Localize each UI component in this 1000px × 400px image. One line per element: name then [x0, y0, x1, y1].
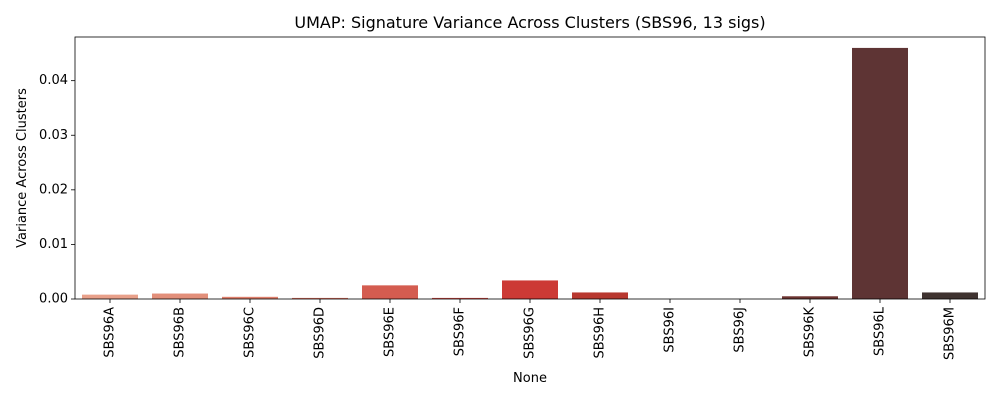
- x-tick-label: SBS96J: [733, 307, 748, 353]
- bar-sbs96e: [362, 285, 418, 299]
- bar-sbs96l: [852, 47, 908, 299]
- chart-title: UMAP: Signature Variance Across Clusters…: [294, 13, 765, 32]
- bars-group: [82, 47, 978, 299]
- bar-sbs96d: [292, 297, 348, 299]
- y-axis: 0.00 0.01 0.02 0.03 0.04: [39, 73, 75, 307]
- bar-sbs96c: [222, 296, 278, 299]
- y-tick-label: 0.02: [39, 182, 68, 197]
- x-tick-label: SBS96B: [173, 307, 188, 358]
- x-tick-label: SBS96D: [313, 307, 328, 359]
- bar-sbs96h: [572, 292, 628, 299]
- bar-sbs96a: [82, 294, 138, 299]
- y-tick-label: 0.01: [39, 237, 68, 252]
- x-tick-label: SBS96H: [593, 307, 608, 359]
- x-tick-label: SBS96C: [243, 307, 258, 358]
- bar-sbs96k: [782, 296, 838, 299]
- x-tick-label: SBS96I: [663, 307, 678, 353]
- bar-sbs96m: [922, 292, 978, 299]
- bar-sbs96g: [502, 280, 558, 299]
- y-tick-label: 0.04: [39, 73, 68, 88]
- x-axis-label: None: [513, 371, 547, 386]
- x-tick-label: SBS96K: [803, 307, 818, 358]
- bar-sbs96f: [432, 297, 488, 299]
- x-tick-label: SBS96A: [103, 307, 118, 358]
- plot-frame: [74, 36, 986, 300]
- y-tick-label: 0.03: [39, 128, 68, 143]
- y-tick-label: 0.00: [39, 292, 68, 307]
- x-axis: SBS96A SBS96B SBS96C SBS96D SBS96E SBS96F SBS9…: [103, 299, 958, 360]
- bar-sbs96b: [152, 293, 208, 299]
- x-tick-label: SBS96E: [383, 307, 398, 357]
- y-axis-label: Variance Across Clusters: [15, 88, 30, 248]
- x-tick-label: SBS96L: [873, 306, 888, 356]
- x-tick-label: SBS96M: [943, 307, 958, 360]
- x-tick-label: SBS96G: [523, 307, 538, 359]
- x-tick-label: SBS96F: [453, 307, 468, 356]
